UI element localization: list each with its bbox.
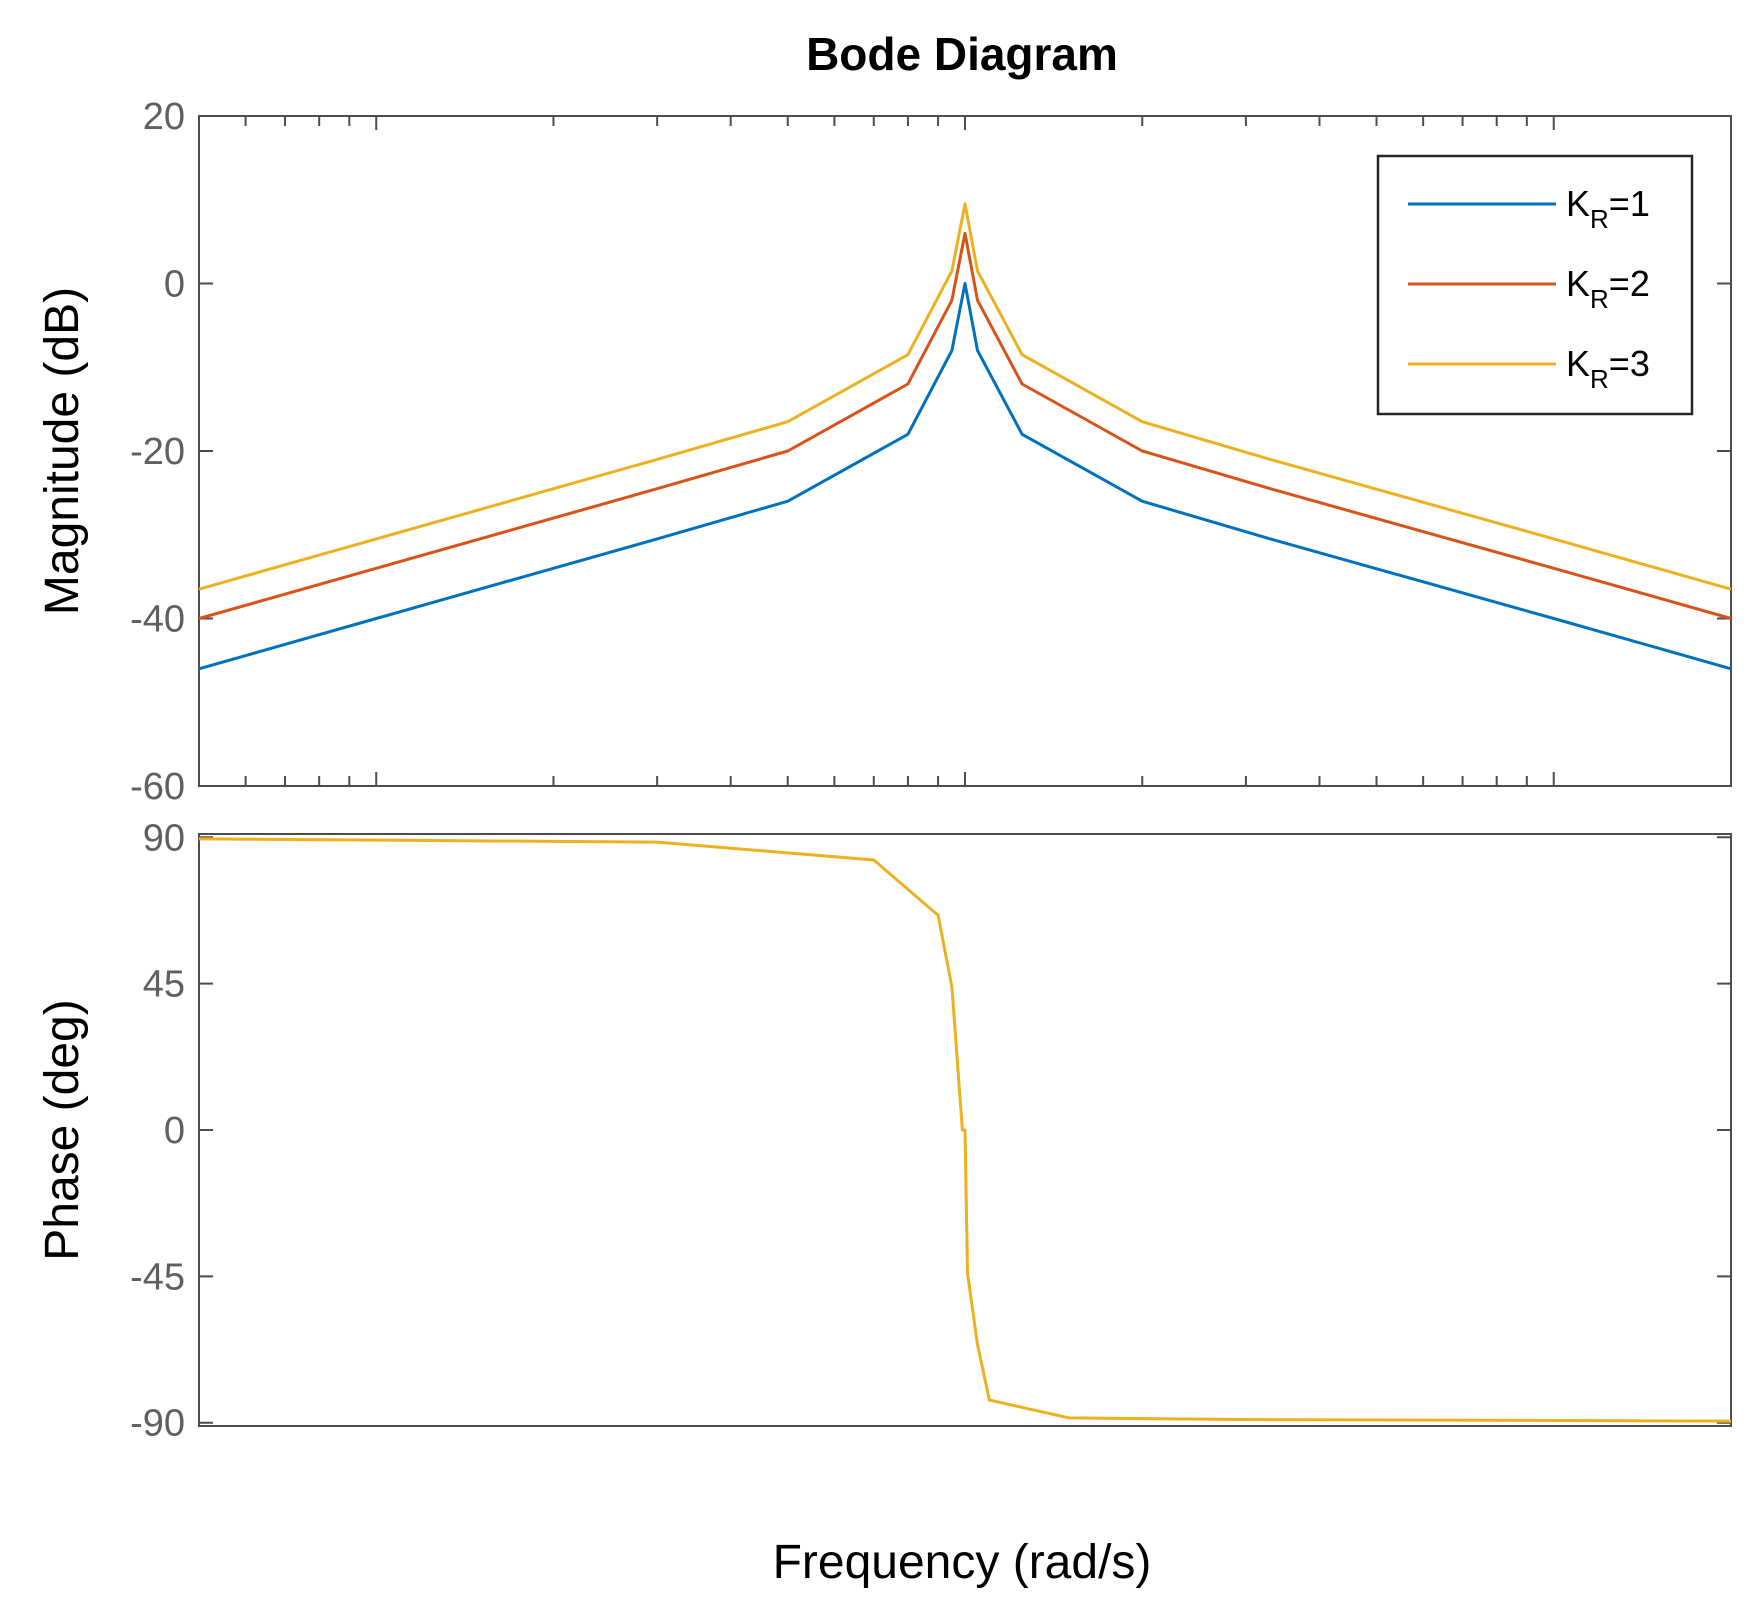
legend: KR=1 KR=2 KR=3: [1376, 154, 1694, 416]
phase-y-ticks: 90 45 0 -45 -90: [130, 817, 1731, 1445]
legend-label-kr1: KR=1: [1566, 183, 1650, 234]
magnitude-ytick-label: 0: [164, 264, 185, 306]
magnitude-ytick-label: -40: [130, 599, 185, 641]
phase-series: [198, 837, 1732, 1423]
legend-label-kr3: KR=3: [1566, 343, 1650, 394]
magnitude-y-label: Magnitude (dB): [36, 287, 89, 615]
x-axis-label: Frequency (rad/s): [773, 1536, 1152, 1589]
magnitude-ytick-label: 20: [143, 96, 185, 138]
phase-panel: 90 45 0 -45 -90 Phase (deg): [36, 817, 1732, 1445]
phase-y-label: Phase (deg): [36, 999, 89, 1261]
magnitude-ytick-label: -60: [130, 766, 185, 808]
magnitude-series-kr3: [198, 202, 1732, 591]
magnitude-series: [198, 202, 1732, 671]
phase-ytick-label: -90: [130, 1403, 185, 1445]
magnitude-series-kr1: [198, 282, 1732, 671]
chart-title: Bode Diagram: [806, 28, 1118, 80]
legend-label-kr2: KR=2: [1566, 263, 1650, 314]
magnitude-series-kr2: [198, 231, 1732, 620]
phase-series-line: [198, 837, 1732, 1423]
magnitude-ytick-label: -20: [130, 431, 185, 473]
phase-ytick-label: 45: [143, 964, 185, 1006]
magnitude-x-ticks: [244, 116, 1555, 786]
phase-ytick-label: -45: [130, 1256, 185, 1298]
phase-ytick-label: 90: [143, 817, 185, 859]
phase-ytick-label: 0: [164, 1110, 185, 1152]
